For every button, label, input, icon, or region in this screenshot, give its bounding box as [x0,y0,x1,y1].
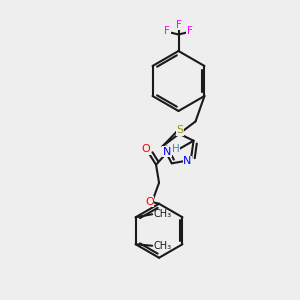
Text: N: N [163,147,171,157]
Text: CH₃: CH₃ [154,209,172,219]
Text: O: O [142,144,151,154]
Text: F: F [164,26,170,37]
Text: F: F [176,20,182,30]
Text: H: H [172,144,179,154]
Text: N: N [183,157,191,166]
Text: O: O [145,197,154,207]
Text: S: S [176,125,183,136]
Text: CH₃: CH₃ [154,241,172,251]
Text: F: F [187,26,193,37]
